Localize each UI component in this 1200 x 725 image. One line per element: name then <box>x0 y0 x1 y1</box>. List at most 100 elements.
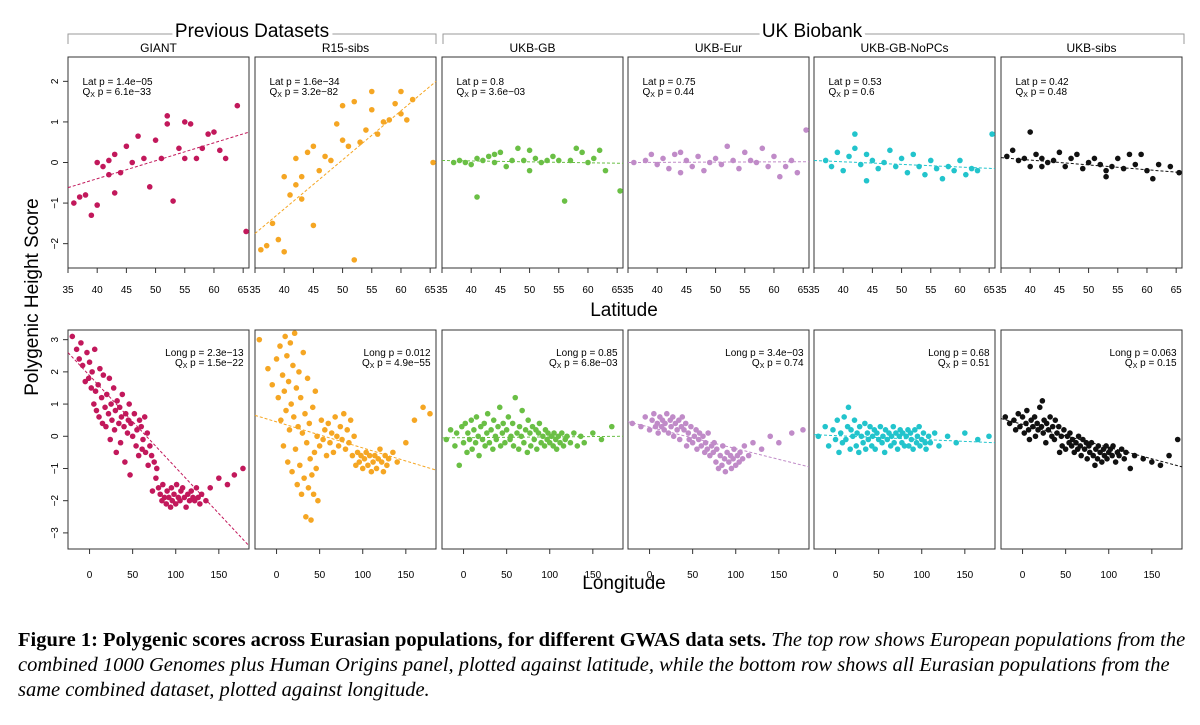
data-point <box>167 504 174 510</box>
data-point <box>1034 420 1040 427</box>
data-point <box>222 155 229 162</box>
data-point <box>496 404 503 411</box>
data-point <box>515 446 522 452</box>
data-point <box>224 481 231 488</box>
data-point <box>328 157 334 164</box>
data-point <box>205 131 211 137</box>
data-point <box>608 423 615 430</box>
panel-frame <box>441 56 624 269</box>
data-point <box>290 414 297 420</box>
data-point <box>518 433 525 440</box>
data-point <box>490 446 496 452</box>
data-point <box>164 121 171 127</box>
data-point <box>394 459 401 465</box>
data-point <box>313 465 319 472</box>
data-point <box>287 192 293 198</box>
data-point <box>670 433 677 440</box>
data-point <box>1015 410 1022 417</box>
data-point <box>526 167 533 174</box>
x-tick-label: 40 <box>279 285 291 296</box>
regression-line <box>254 80 437 234</box>
data-point <box>304 149 311 156</box>
data-point <box>275 236 282 243</box>
data-point <box>500 420 506 427</box>
data-point <box>856 449 862 456</box>
data-point <box>404 117 410 123</box>
data-point <box>713 446 720 452</box>
data-point <box>682 420 689 427</box>
data-point <box>852 145 858 152</box>
data-point <box>1049 423 1056 430</box>
data-point <box>469 446 475 452</box>
x-tick-label: 100 <box>354 570 371 581</box>
data-point <box>1002 414 1009 420</box>
data-point <box>119 391 126 398</box>
data-point <box>123 143 130 150</box>
data-point <box>151 459 157 465</box>
data-point <box>828 163 835 170</box>
data-point <box>297 394 304 401</box>
data-point <box>161 494 168 501</box>
data-point <box>1019 414 1026 420</box>
data-point <box>1067 430 1073 436</box>
data-point <box>484 430 490 436</box>
data-point <box>481 420 488 427</box>
data-point <box>420 404 426 411</box>
data-point <box>642 414 649 420</box>
data-point <box>596 147 603 154</box>
data-point <box>392 100 398 107</box>
data-point <box>1050 157 1057 164</box>
data-point <box>499 430 506 436</box>
data-point <box>1009 147 1016 154</box>
stat-p-value: Long p = 0.012 <box>364 348 431 359</box>
data-point <box>721 456 728 462</box>
data-point <box>689 163 696 170</box>
data-point <box>1118 446 1125 452</box>
data-point <box>293 182 299 188</box>
data-point <box>460 439 467 446</box>
data-point <box>691 433 698 440</box>
data-point <box>311 449 318 456</box>
y-tick-label: −1 <box>50 197 61 209</box>
data-point <box>301 475 307 481</box>
data-point <box>443 436 450 443</box>
data-point <box>94 159 100 166</box>
data-point <box>368 88 375 95</box>
data-point <box>292 446 299 452</box>
data-point <box>289 468 295 475</box>
data-point <box>333 121 340 127</box>
data-point <box>720 443 726 449</box>
x-tick-label: 45 <box>121 285 133 296</box>
data-point <box>287 340 294 346</box>
stat-qx-value: QX p = 6.1e−33 <box>82 87 151 99</box>
data-point <box>953 439 960 446</box>
data-point <box>731 446 737 452</box>
data-point <box>901 443 908 449</box>
data-point <box>559 430 565 436</box>
data-point <box>651 410 657 417</box>
data-point <box>661 427 667 433</box>
data-point <box>1039 163 1045 170</box>
data-point <box>788 430 795 436</box>
stat-qx-value: QX p = 3.6e−03 <box>456 87 525 99</box>
data-point <box>103 391 110 398</box>
data-point <box>275 394 282 401</box>
data-point <box>512 394 519 401</box>
data-point <box>553 446 560 452</box>
data-point <box>106 171 112 178</box>
data-point <box>875 165 882 172</box>
data-point <box>654 420 661 427</box>
data-point <box>663 410 670 417</box>
data-point <box>1056 149 1063 156</box>
data-point <box>520 157 527 164</box>
data-point <box>256 336 263 343</box>
data-point <box>380 119 387 125</box>
y-tick-label: 0 <box>50 433 61 439</box>
data-point <box>330 449 337 456</box>
data-point <box>207 485 214 491</box>
data-point <box>351 433 357 440</box>
data-point <box>1109 452 1115 459</box>
data-point <box>199 145 206 152</box>
